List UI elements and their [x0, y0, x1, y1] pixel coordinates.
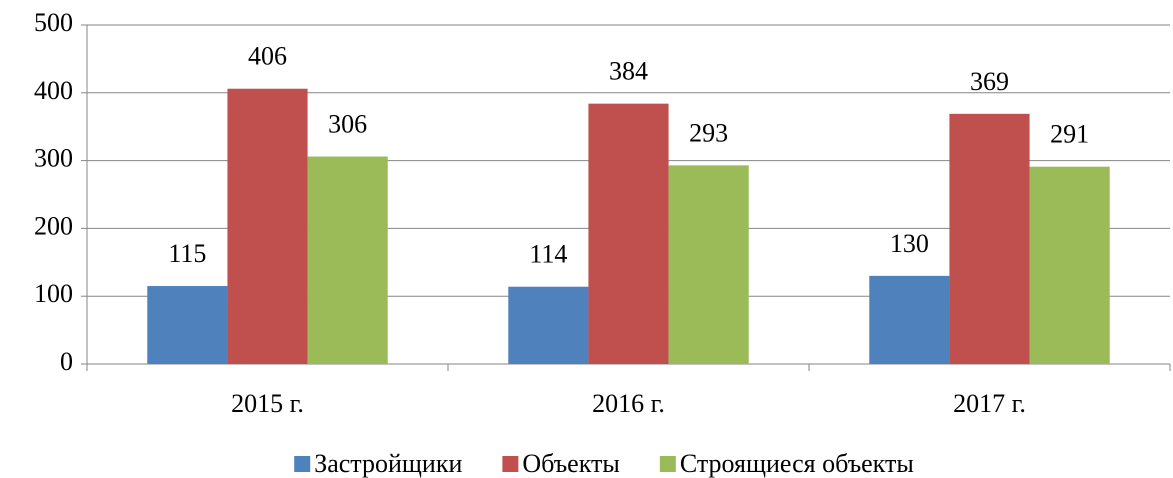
y-tick-label: 200 — [34, 211, 73, 240]
x-tick-label: 2015 г. — [231, 389, 304, 418]
bar — [508, 286, 589, 364]
y-tick-label: 500 — [34, 8, 73, 37]
bar — [307, 156, 388, 364]
legend-label: Застройщики — [314, 449, 462, 478]
y-tick-label: 0 — [60, 347, 73, 376]
y-tick-label: 400 — [34, 76, 73, 105]
data-label: 291 — [1050, 120, 1089, 149]
data-label: 369 — [970, 67, 1009, 96]
bar — [869, 275, 950, 364]
data-label: 115 — [168, 239, 206, 268]
y-tick-label: 300 — [34, 144, 73, 173]
bar — [1029, 166, 1110, 364]
legend-label: Строящиеся объекты — [680, 449, 914, 478]
bar — [147, 286, 228, 364]
legend-swatch — [502, 456, 519, 472]
data-label: 384 — [609, 57, 648, 86]
y-tick-label: 100 — [34, 279, 73, 308]
bar — [227, 88, 308, 365]
x-tick-label: 2016 г. — [592, 389, 665, 418]
data-label: 293 — [689, 118, 728, 147]
legend-swatch — [659, 456, 676, 472]
data-label: 306 — [328, 110, 367, 139]
data-label: 406 — [248, 42, 287, 71]
bar — [668, 165, 749, 364]
legend-label: Объекты — [522, 449, 619, 478]
bar — [949, 113, 1030, 365]
x-tick-label: 2017 г. — [953, 389, 1026, 418]
legend-swatch — [294, 456, 311, 472]
data-label: 114 — [529, 240, 567, 269]
bar — [588, 103, 669, 364]
data-label: 130 — [890, 229, 929, 258]
